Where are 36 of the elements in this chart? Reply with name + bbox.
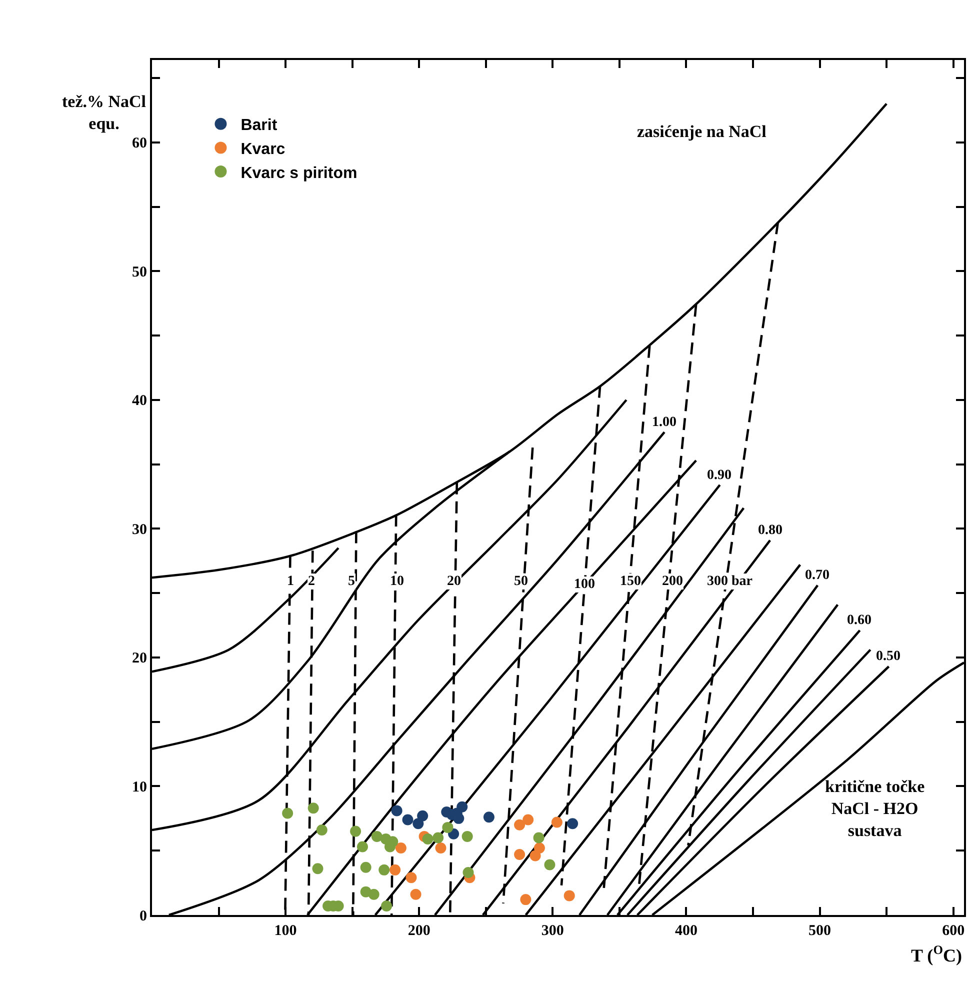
legend-label: Barit: [240, 117, 278, 134]
annotation: 1: [287, 574, 294, 589]
annotation: 0.80: [758, 523, 782, 538]
x-axis-title: T ($^{O}$C): [911, 943, 962, 966]
annotation: 150: [620, 574, 641, 589]
y-tick-label: 60: [132, 136, 147, 152]
y-tick-label: 40: [132, 393, 147, 410]
y-tick-label: 30: [132, 522, 147, 538]
x-tick-label: 600: [942, 923, 965, 939]
annotation: 10: [390, 574, 404, 589]
x-tick-label: 500: [808, 923, 832, 939]
y-tick-label: 0: [140, 908, 147, 924]
annotation: 0.50: [876, 649, 900, 664]
annotation: kritične točke NaCl - H2O sustava: [825, 777, 926, 840]
annotation: 0.70: [805, 568, 830, 583]
y-axis-title: tež.% NaCl equ.: [62, 92, 146, 134]
annotation: 100: [574, 577, 595, 592]
legend-label: Kvarc s piritom: [240, 164, 358, 182]
annotation: 2: [308, 574, 315, 589]
annotation: 5: [348, 574, 355, 589]
x-tick-label: 400: [674, 923, 698, 939]
y-tick-label: 50: [132, 264, 147, 280]
x-tick-label: 100: [274, 923, 297, 939]
x-tick-label: 200: [408, 923, 430, 939]
x-tick-label: 300: [541, 923, 564, 939]
annotation: zasićenje na NaCl: [637, 122, 767, 141]
annotation: 0.60: [847, 613, 872, 628]
annotation: 300 bar: [707, 574, 752, 589]
annotation: 50: [514, 574, 528, 589]
annotation: 0.90: [707, 468, 732, 483]
annotation: 20: [447, 574, 461, 589]
legend-label: Kvarc: [240, 140, 286, 158]
y-tick-label: 10: [132, 779, 147, 796]
annotation: 1.00: [652, 415, 676, 430]
y-tick-label: 20: [132, 650, 147, 667]
annotation: 200: [662, 574, 683, 589]
